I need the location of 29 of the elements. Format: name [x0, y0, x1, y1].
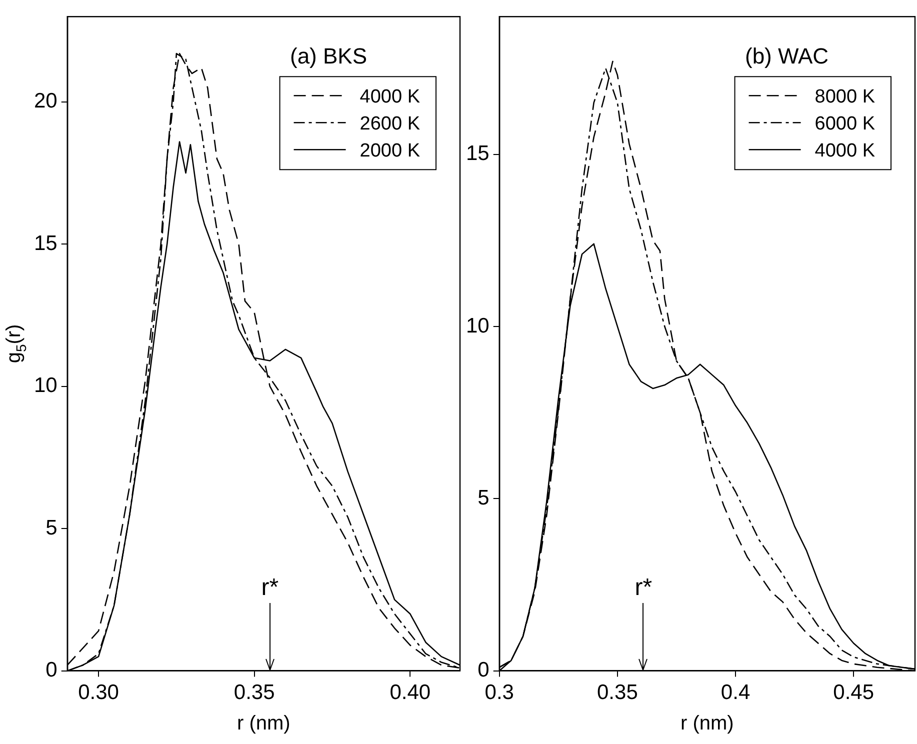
y-tick-label: 5 [478, 486, 490, 510]
text: (a) BKS [290, 44, 368, 69]
legend-label: 6000 K [814, 114, 876, 135]
legend-label: 8000 K [814, 86, 876, 108]
y-tick-label: 0 [478, 658, 490, 682]
y-tick-label: 10 [34, 374, 58, 398]
y-tick-label: 15 [466, 142, 490, 166]
x-tick-label: 0.30 [78, 681, 119, 704]
ref-line-label: r* [634, 574, 652, 601]
x-axis-title: r (nm) [680, 712, 734, 735]
x-axis-title: r (nm) [237, 712, 290, 735]
x-tick-label: 0.45 [833, 681, 874, 704]
ref-line-label: r* [261, 574, 279, 601]
x-tick-label: 0.3 [484, 681, 514, 704]
legend-label: 2600 K [360, 114, 420, 135]
y-tick-label: 10 [466, 314, 490, 338]
y-tick-label: 0 [46, 658, 58, 682]
x-tick-label: 0.40 [390, 681, 431, 704]
y-tick-label: 15 [34, 232, 58, 255]
x-tick-label: 0.4 [720, 681, 750, 704]
y-tick-label: 20 [34, 90, 58, 113]
x-tick-label: 0.35 [234, 681, 275, 704]
legend-label: 4000 K [360, 86, 420, 108]
text: (b) WAC [745, 44, 829, 69]
x-tick-label: 0.35 [597, 681, 638, 704]
legend-label: 2000 K [360, 140, 420, 162]
legend-label: 4000 K [814, 140, 876, 162]
y-tick-label: 5 [46, 516, 58, 540]
y-axis-title: g5(r) [3, 324, 29, 364]
